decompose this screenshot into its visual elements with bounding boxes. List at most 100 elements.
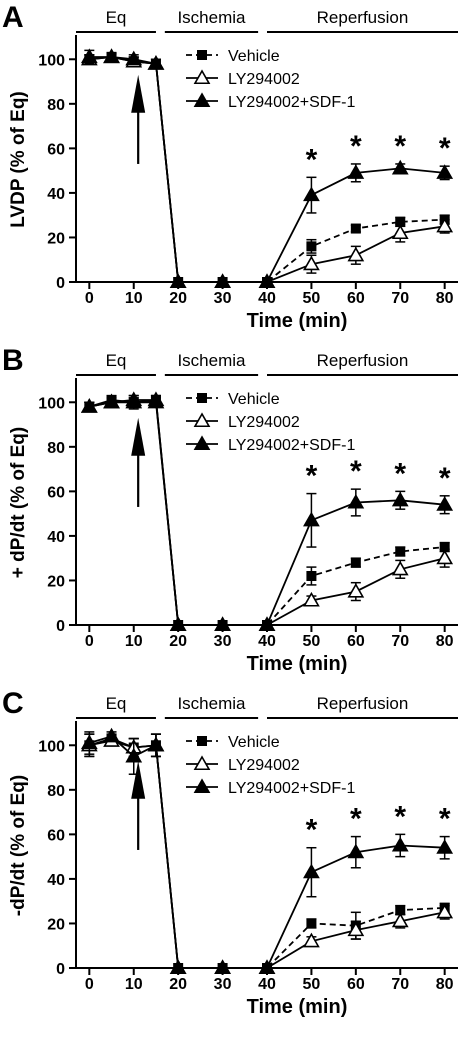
significance-star: * (439, 462, 451, 495)
significance-star: * (306, 143, 318, 176)
data-point (436, 903, 454, 919)
significance-star: * (439, 132, 451, 165)
y-tick-label: 80 (47, 97, 65, 114)
legend-item: LY294002+SDF-1 (186, 778, 355, 797)
legend-label: LY294002+SDF-1 (228, 437, 355, 454)
legend-item: LY294002 (186, 755, 300, 774)
significance-star: * (394, 457, 406, 490)
data-point (125, 747, 143, 763)
data-point (347, 921, 365, 937)
y-tick-label: 100 (38, 395, 65, 412)
data-point (147, 736, 165, 752)
legend-label: Vehicle (228, 734, 280, 751)
significance-star: * (350, 130, 362, 163)
x-tick-label: 70 (391, 976, 409, 993)
data-point (80, 734, 98, 750)
phase-label: Eq (106, 694, 127, 713)
x-tick-label: 40 (258, 290, 276, 307)
y-tick-label: 40 (47, 872, 65, 889)
legend-marker (193, 69, 211, 85)
data-point (103, 48, 120, 64)
x-tick-label: 80 (436, 290, 454, 307)
x-tick-label: 50 (303, 633, 321, 650)
data-point (350, 223, 361, 234)
legend-label: LY294002 (228, 757, 300, 774)
x-tick-label: 50 (303, 290, 321, 307)
legend-item: LY294002 (186, 412, 300, 431)
x-tick-label: 0 (85, 290, 94, 307)
series-line (89, 56, 180, 283)
phase-label: Ischemia (177, 351, 246, 370)
y-tick-label: 20 (47, 573, 65, 590)
data-point (80, 48, 98, 64)
legend-marker (197, 736, 207, 746)
panel-label: A (2, 1, 24, 34)
x-tick-label: 30 (214, 633, 232, 650)
significance-star: * (306, 814, 318, 847)
x-tick-label: 70 (391, 290, 409, 307)
y-tick-label: 40 (47, 529, 65, 546)
data-point (169, 273, 187, 289)
x-tick-label: 60 (347, 976, 365, 993)
y-tick-label: 0 (56, 275, 65, 292)
data-point (169, 616, 187, 632)
x-tick-label: 20 (169, 290, 187, 307)
legend-marker (193, 92, 211, 108)
data-point (436, 839, 454, 854)
data-point (103, 393, 120, 409)
y-tick-label: 80 (47, 783, 65, 800)
legend-item: Vehicle (186, 48, 280, 65)
significance-star: * (306, 460, 318, 493)
phase-label: Eq (106, 351, 127, 370)
data-point (214, 959, 231, 975)
data-point (391, 560, 409, 576)
x-tick-label: 0 (85, 976, 94, 993)
phase-label: Reperfusion (317, 694, 409, 713)
y-tick-label: 0 (56, 618, 65, 635)
series-line (89, 56, 180, 283)
legend-item: LY294002+SDF-1 (186, 92, 355, 111)
x-tick-label: 60 (347, 633, 365, 650)
x-tick-label: 80 (436, 633, 454, 650)
x-tick-label: 30 (214, 976, 232, 993)
data-point (395, 905, 406, 916)
data-point (125, 50, 143, 66)
data-point (436, 164, 454, 179)
legend-label: LY294002 (228, 71, 300, 88)
legend-item: LY294002+SDF-1 (186, 435, 355, 454)
data-point (436, 549, 454, 565)
significance-star: * (394, 130, 406, 163)
y-tick-label: 60 (47, 141, 65, 158)
data-point (347, 582, 365, 598)
phase-label: Ischemia (177, 694, 246, 713)
data-point (303, 591, 320, 607)
data-point (391, 836, 409, 852)
y-tick-label: 60 (47, 827, 65, 844)
legend-marker (197, 50, 207, 60)
legend-marker (193, 755, 211, 771)
y-tick-label: 100 (38, 52, 65, 69)
y-tick-label: 100 (38, 738, 65, 755)
x-tick-label: 0 (85, 633, 94, 650)
data-point (439, 542, 450, 553)
x-tick-label: 10 (125, 976, 143, 993)
data-point (214, 616, 231, 632)
data-point (147, 393, 165, 409)
significance-star: * (350, 455, 362, 488)
data-point (214, 273, 231, 289)
significance-star: * (350, 803, 362, 836)
legend-label: LY294002+SDF-1 (228, 94, 355, 111)
y-tick-label: 20 (47, 230, 65, 247)
data-point (391, 491, 409, 507)
x-tick-label: 40 (258, 976, 276, 993)
data-point (303, 186, 320, 202)
data-point (169, 959, 187, 975)
x-axis-label: Time (min) (247, 996, 348, 1018)
data-point (306, 571, 317, 581)
data-point (391, 912, 409, 928)
x-tick-label: 80 (436, 976, 454, 993)
series-line (89, 56, 180, 283)
data-point (436, 496, 454, 511)
data-point (436, 217, 454, 233)
